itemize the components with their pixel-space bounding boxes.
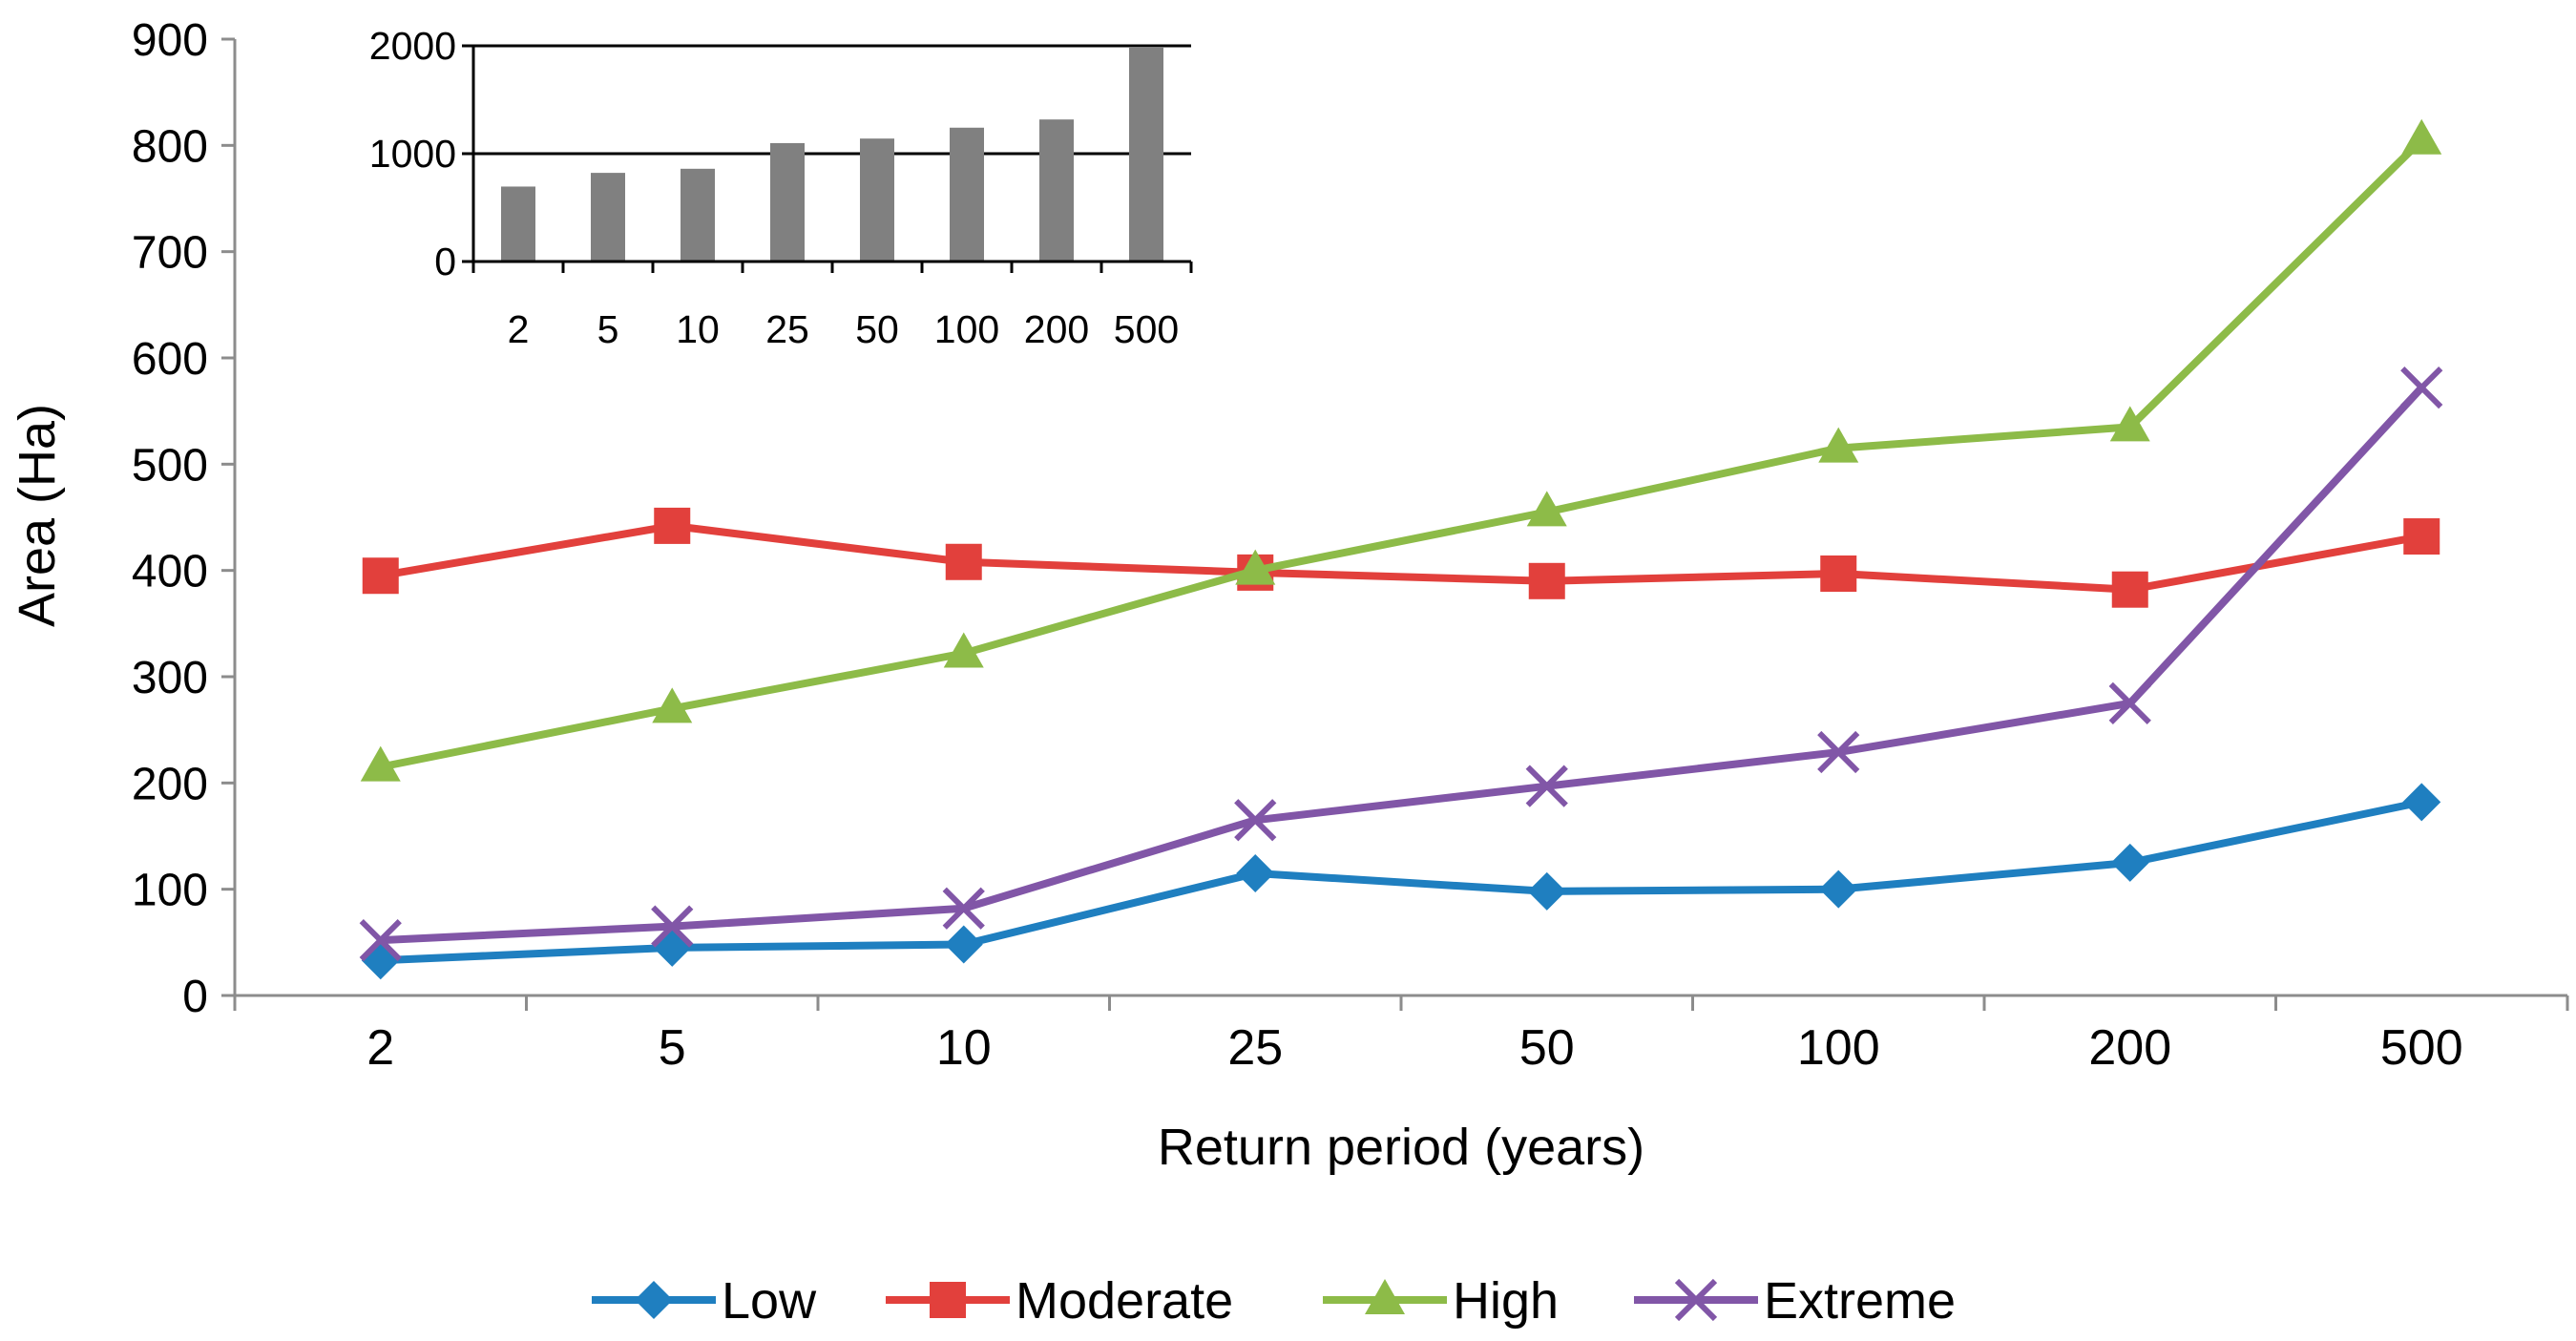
y-tick-label: 500 — [132, 440, 208, 491]
low-line — [376, 798, 2426, 965]
moderate-line — [376, 521, 2426, 594]
legend-item-low: Low — [592, 1272, 817, 1330]
inset-bar — [591, 173, 625, 262]
high-point — [2401, 118, 2442, 155]
y-tick-label: 100 — [132, 866, 208, 916]
legend-swatch-marker — [635, 1281, 673, 1319]
low-point — [2402, 783, 2441, 822]
legend-label: Low — [722, 1272, 817, 1330]
extreme-point — [1525, 765, 1568, 807]
moderate-point — [2403, 518, 2440, 555]
inset-y-tick-label: 0 — [434, 240, 456, 283]
legend-item-moderate: Moderate — [886, 1272, 1233, 1330]
y-tick-label: 900 — [132, 15, 208, 66]
inset-bar — [950, 127, 984, 262]
series-high — [360, 118, 2442, 782]
y-tick-label: 200 — [132, 759, 208, 809]
y-tick-label: 800 — [132, 121, 208, 172]
y-axis-title: Area (Ha) — [9, 404, 66, 627]
x-tick-label: 200 — [2088, 1020, 2171, 1076]
moderate-point — [654, 507, 691, 544]
low-point — [1527, 871, 1566, 911]
inset-x-tick-label: 2 — [508, 307, 530, 351]
legend-item-high: High — [1323, 1272, 1559, 1330]
extreme-point — [1817, 730, 1860, 774]
x-tick-label: 2 — [367, 1020, 394, 1076]
moderate-point — [2111, 571, 2148, 608]
series-low — [361, 783, 2441, 980]
moderate-point — [945, 543, 982, 580]
inset-x-tick-label: 200 — [1024, 307, 1089, 351]
legend-swatch-marker — [930, 1282, 966, 1318]
low-point — [2110, 843, 2149, 882]
series-moderate — [362, 507, 2440, 608]
high-point — [943, 632, 984, 668]
extreme-point — [942, 887, 985, 930]
moderate-point — [1528, 562, 1565, 599]
y-tick-label: 400 — [132, 547, 208, 597]
extreme-line — [376, 384, 2426, 945]
x-axis-title: Return period (years) — [1158, 1119, 1644, 1176]
inset-x-tick-label: 25 — [765, 307, 809, 351]
inset-y-tick-label: 2000 — [369, 24, 456, 68]
legend-label: High — [1453, 1272, 1559, 1330]
inset-x-tick-label: 500 — [1114, 307, 1179, 351]
low-point — [653, 928, 692, 967]
low-point — [1236, 853, 1275, 892]
x-tick-label: 10 — [936, 1020, 992, 1076]
high-point — [2109, 406, 2150, 442]
high-line — [376, 136, 2426, 771]
legend-label: Extreme — [1764, 1272, 1956, 1330]
inset-x-tick-label: 10 — [676, 307, 720, 351]
extreme-point — [359, 918, 402, 962]
x-tick-label: 100 — [1797, 1020, 1880, 1076]
low-point — [361, 941, 400, 980]
high-point — [652, 687, 693, 723]
y-tick-label: 700 — [132, 228, 208, 279]
y-tick-label: 0 — [182, 972, 208, 1022]
high-point — [1526, 491, 1567, 527]
high-point — [360, 745, 401, 782]
high-point — [1235, 549, 1276, 585]
legend-item-extreme: Extreme — [1634, 1272, 1956, 1330]
extreme-point — [1234, 799, 1277, 842]
x-tick-label: 25 — [1227, 1020, 1283, 1076]
x-tick-label: 50 — [1519, 1020, 1575, 1076]
extreme-point — [2400, 367, 2443, 409]
low-point — [944, 925, 983, 964]
extreme-point — [651, 905, 694, 948]
x-tick-label: 5 — [659, 1020, 686, 1076]
inset-bar — [860, 138, 894, 262]
legend-swatch-marker — [1365, 1279, 1405, 1314]
inset-bar — [1129, 47, 1163, 262]
high-point — [1818, 427, 1859, 463]
x-tick-label: 500 — [2380, 1020, 2463, 1076]
extreme-point — [2108, 681, 2151, 724]
y-tick-label: 600 — [132, 334, 208, 385]
inset-bar — [681, 168, 715, 262]
inset-x-tick-label: 50 — [855, 307, 899, 351]
inset-x-tick-label: 5 — [597, 307, 619, 351]
y-tick-label: 300 — [132, 653, 208, 703]
inset-x-tick-label: 100 — [934, 307, 999, 351]
legend-swatch-marker — [1674, 1278, 1718, 1322]
moderate-point — [362, 557, 399, 595]
moderate-point — [1820, 555, 1857, 593]
series-extreme — [359, 367, 2443, 962]
inset-bar — [770, 142, 805, 262]
legend: Low Moderate High Extreme — [592, 1272, 1956, 1330]
low-point — [1819, 870, 1858, 909]
inset-y-tick-label: 1000 — [369, 132, 456, 176]
inset-bar — [1039, 119, 1074, 262]
inset-bar — [501, 186, 535, 262]
legend-label: Moderate — [1016, 1272, 1233, 1330]
